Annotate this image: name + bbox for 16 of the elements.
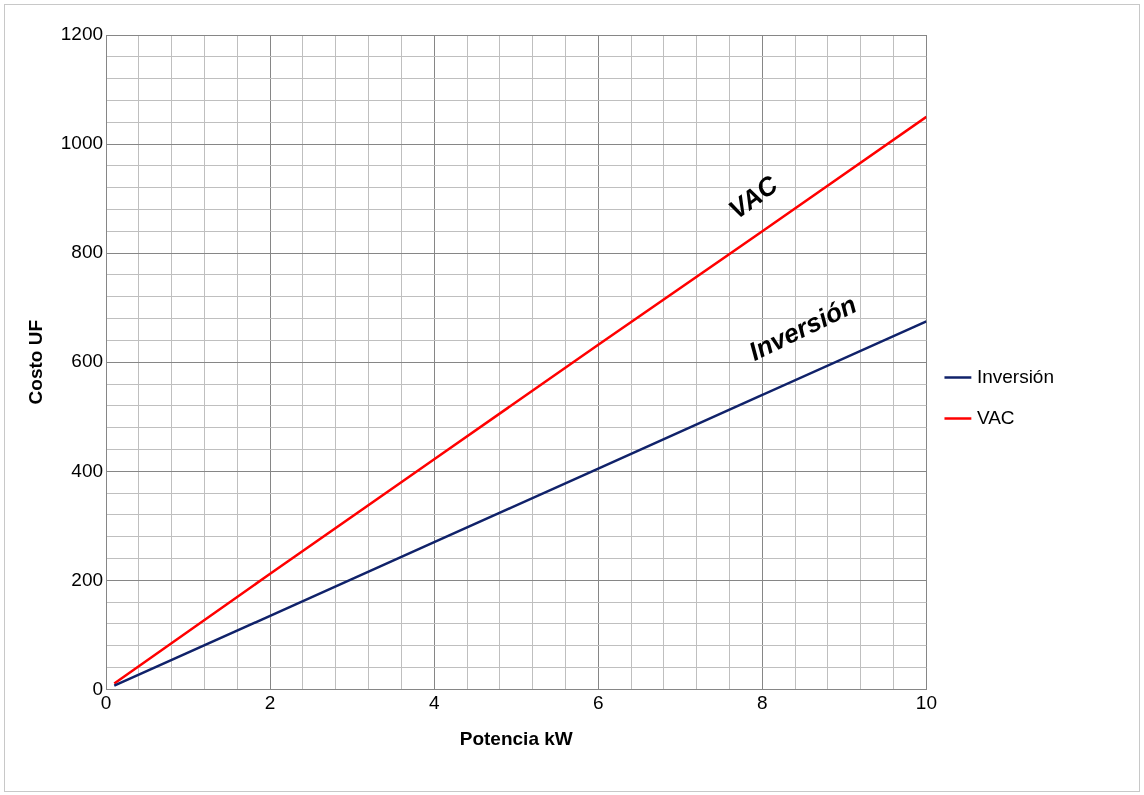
x-tick-label: 2 bbox=[264, 692, 276, 714]
y-tick-label: 1000 bbox=[60, 132, 104, 154]
x-tick-label: 6 bbox=[592, 692, 604, 714]
y-axis-title: Costo UF bbox=[24, 319, 46, 405]
x-tick-label: 8 bbox=[757, 692, 768, 714]
x-tick-label: 10 bbox=[915, 692, 937, 714]
legend-label: VAC bbox=[976, 406, 1015, 428]
y-tick-label: 800 bbox=[71, 241, 104, 263]
y-tick-label: 600 bbox=[71, 350, 104, 372]
y-tick-label: 400 bbox=[71, 459, 104, 481]
x-tick-label: 4 bbox=[428, 692, 440, 714]
legend-label: Inversión bbox=[976, 365, 1055, 387]
x-axis-title: Potencia kW bbox=[459, 727, 573, 749]
annotation: VAC bbox=[722, 168, 785, 225]
y-tick-label: 1200 bbox=[60, 23, 104, 45]
y-tick-label: 200 bbox=[71, 568, 104, 590]
